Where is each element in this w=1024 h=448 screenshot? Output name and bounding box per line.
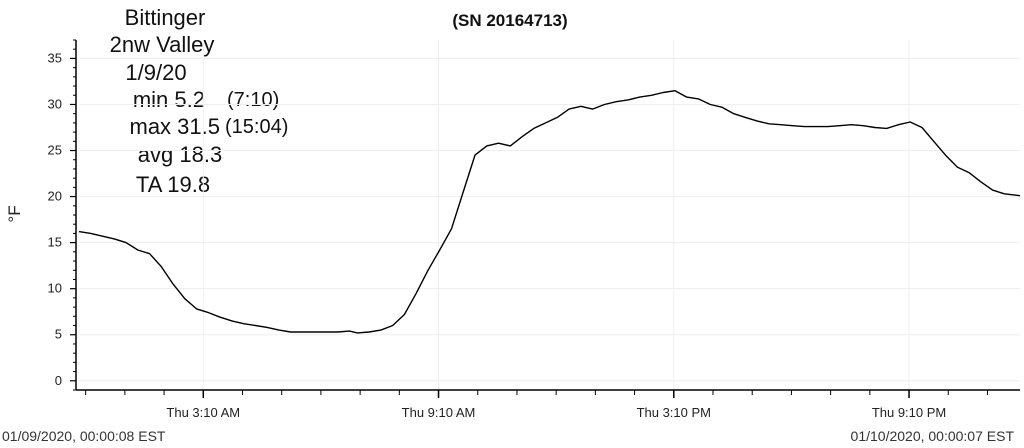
min-temperature: min 5.2	[133, 87, 205, 112]
x-tick-label: Thu 9:10 AM	[402, 405, 476, 420]
temperature-series-line	[78, 90, 1021, 334]
x-tick-label: Thu 3:10 AM	[166, 405, 240, 420]
tick-labels: 0 5 10 15 20 25 30 35 Thu 3:10 AM Thu 9:10 AM Thu …	[48, 50, 947, 420]
y-tick-label: 35	[48, 50, 62, 65]
max-temperature: max 31.5	[130, 114, 221, 139]
start-timestamp: 01/09/2020, 00:00:08 EST	[2, 428, 166, 444]
grid-lines	[79, 40, 1020, 390]
y-tick-label: 15	[48, 235, 62, 250]
station-location: 2nw Valley	[110, 32, 215, 57]
y-axis-label: °F	[5, 205, 24, 222]
ta-temperature: TA 19.8	[136, 172, 210, 197]
x-tick-label: Thu 3:10 PM	[637, 405, 711, 420]
y-tick-label: 0	[55, 373, 62, 388]
axes	[70, 39, 1020, 398]
y-tick-label: 10	[48, 281, 62, 296]
max-time: (15:04)	[225, 116, 288, 138]
end-timestamp: 01/10/2020, 00:00:07 EST	[851, 428, 1015, 444]
y-tick-label: 5	[55, 327, 62, 342]
y-tick-label: 30	[48, 96, 62, 111]
avg-temperature: avg 18.3	[138, 142, 222, 167]
station-name: Bittinger	[125, 5, 206, 30]
min-time: (7:10)	[227, 89, 279, 111]
x-tick-label: Thu 9:10 PM	[872, 405, 946, 420]
y-tick-label: 20	[48, 189, 62, 204]
series-layer	[78, 90, 1021, 334]
chart-date: 1/9/20	[125, 60, 186, 85]
y-tick-label: 25	[48, 143, 62, 158]
serial-number: (SN 20164713)	[452, 11, 567, 30]
